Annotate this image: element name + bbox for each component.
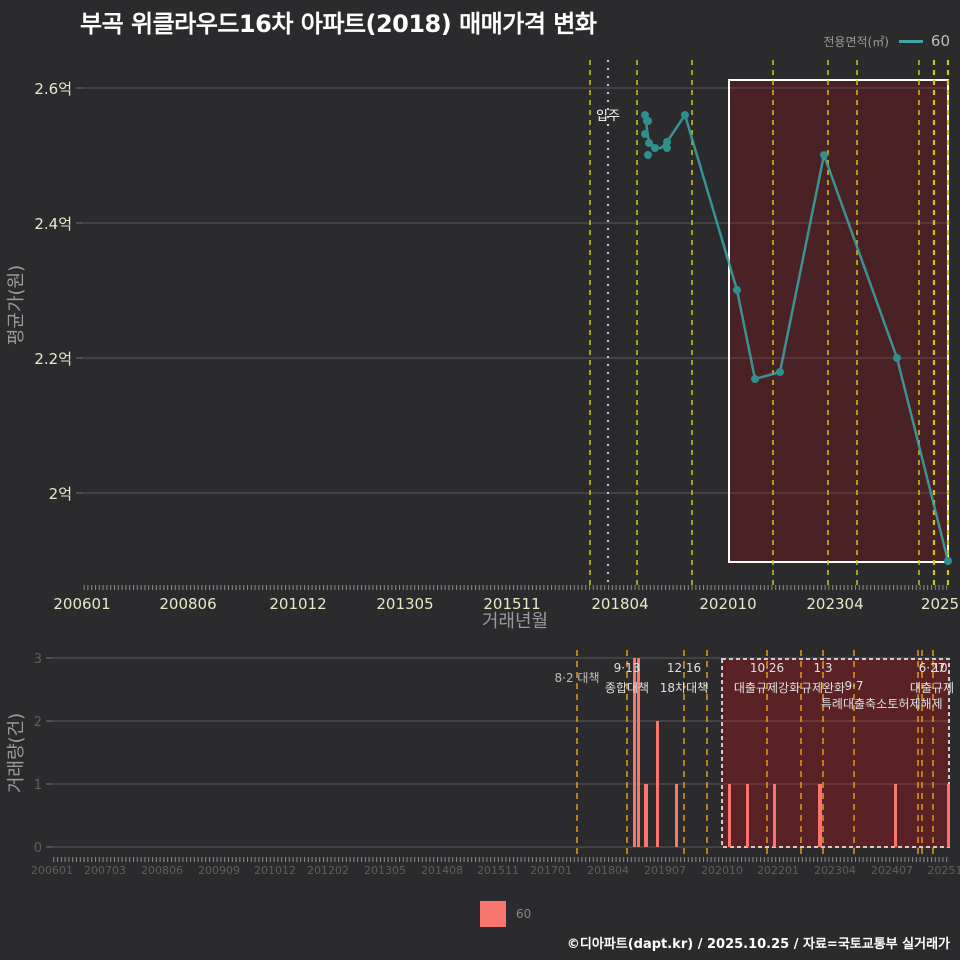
- svg-text:20251: 20251: [928, 864, 960, 877]
- svg-text:202407: 202407: [871, 864, 913, 877]
- svg-text:10·26: 10·26: [750, 661, 784, 675]
- svg-text:201804: 201804: [587, 864, 629, 877]
- svg-text:9·13: 9·13: [614, 661, 641, 675]
- chart-title: 부곡 위클라우드16차 아파트(2018) 매매가격 변화: [80, 10, 597, 38]
- bottom-y-axis-title: 거래량(건): [6, 713, 27, 793]
- svg-text:201012: 201012: [269, 595, 326, 613]
- bottom-x-tick-labels: 200601 200703 200806 200909 201012 20120…: [31, 864, 960, 877]
- legend-top-label: 전용면적(㎡): [823, 34, 889, 49]
- bottom-chart: 8·2 대책 9·13 종합대책 12·16 18차대책 10·26 대출규제강…: [6, 650, 960, 877]
- svg-text:8·2 대책: 8·2 대책: [555, 670, 600, 685]
- source-caption: ©디아파트(dapt.kr) / 2025.10.25 / 자료=국토교통부 실…: [566, 937, 950, 952]
- move-in-label: 입주: [596, 109, 620, 124]
- svg-text:200703: 200703: [84, 864, 126, 877]
- svg-text:200601: 200601: [53, 595, 110, 613]
- svg-text:2: 2: [34, 715, 42, 730]
- svg-text:특례대출축소: 특례대출축소: [821, 697, 887, 711]
- legend-bottom-value: 60: [516, 907, 532, 921]
- svg-text:2025: 2025: [921, 595, 959, 613]
- top-highlight-rect: [728, 79, 949, 563]
- top-x-tick-labels: 200601 200806 201012 201305 201511 20180…: [53, 595, 959, 613]
- svg-text:202010: 202010: [701, 864, 743, 877]
- bottom-policy-lines: [576, 650, 934, 858]
- price-points: [641, 111, 952, 565]
- legend-top: 전용면적(㎡) 60: [823, 32, 950, 50]
- svg-text:201202: 201202: [307, 864, 349, 877]
- svg-text:규제완화: 규제완화: [801, 681, 845, 695]
- svg-text:2.6억: 2.6억: [34, 80, 72, 98]
- svg-text:201804: 201804: [591, 595, 648, 613]
- svg-text:6·27: 6·27: [919, 661, 946, 675]
- svg-text:2.2억: 2.2억: [34, 350, 72, 368]
- svg-text:201305: 201305: [376, 595, 433, 613]
- svg-text:대출규제: 대출규제: [910, 681, 954, 695]
- svg-text:202304: 202304: [806, 595, 863, 613]
- svg-text:200601: 200601: [31, 864, 73, 877]
- top-y-tick-labels: 2.6억 2.4억 2.2억 2억: [34, 80, 72, 503]
- svg-text:202201: 202201: [757, 864, 799, 877]
- svg-text:201907: 201907: [644, 864, 686, 877]
- svg-text:201511: 201511: [483, 595, 540, 613]
- top-x-axis-title: 거래년월: [482, 611, 548, 632]
- legend-bottom: 60: [480, 901, 531, 927]
- legend-line-swatch-icon: [898, 39, 923, 43]
- svg-text:202010: 202010: [699, 595, 756, 613]
- svg-text:9·7: 9·7: [844, 679, 863, 693]
- svg-text:2억: 2억: [49, 485, 72, 503]
- bottom-highlight-rect: [721, 658, 950, 848]
- svg-text:3: 3: [34, 652, 42, 667]
- legend-bar-swatch-icon: [480, 901, 506, 927]
- price-line: [643, 113, 950, 562]
- volume-bars: [633, 658, 950, 847]
- svg-text:1: 1: [34, 778, 42, 793]
- svg-text:201701: 201701: [530, 864, 572, 877]
- policy-labels: 8·2 대책 9·13 종합대책 12·16 18차대책 10·26 대출규제강…: [555, 661, 955, 711]
- legend-top-value: 60: [930, 32, 950, 50]
- bottom-x-minor-ticks: [52, 857, 948, 862]
- top-chart: 입주: [6, 60, 959, 632]
- svg-text:2.4억: 2.4억: [34, 215, 72, 233]
- svg-text:202304: 202304: [814, 864, 856, 877]
- svg-text:200806: 200806: [159, 595, 216, 613]
- svg-text:1·3: 1·3: [813, 661, 832, 675]
- bottom-y-tick-labels: 3 2 1 0: [34, 652, 42, 856]
- top-y-axis-title: 평균가(원): [6, 265, 27, 345]
- svg-text:종합대책: 종합대책: [605, 680, 649, 695]
- svg-text:201408: 201408: [421, 864, 463, 877]
- svg-text:200806: 200806: [141, 864, 183, 877]
- svg-text:10: 10: [932, 661, 947, 675]
- svg-text:0: 0: [34, 841, 42, 856]
- svg-text:201012: 201012: [254, 864, 296, 877]
- svg-text:12·16: 12·16: [667, 661, 701, 675]
- top-policy-lines: [589, 60, 950, 585]
- svg-text:201511: 201511: [477, 864, 519, 877]
- svg-text:대출규제강화: 대출규제강화: [734, 681, 800, 695]
- svg-text:200909: 200909: [198, 864, 240, 877]
- svg-text:201305: 201305: [364, 864, 406, 877]
- svg-text:18차대책: 18차대책: [660, 680, 708, 695]
- svg-text:토허제해제: 토허제해제: [887, 697, 942, 711]
